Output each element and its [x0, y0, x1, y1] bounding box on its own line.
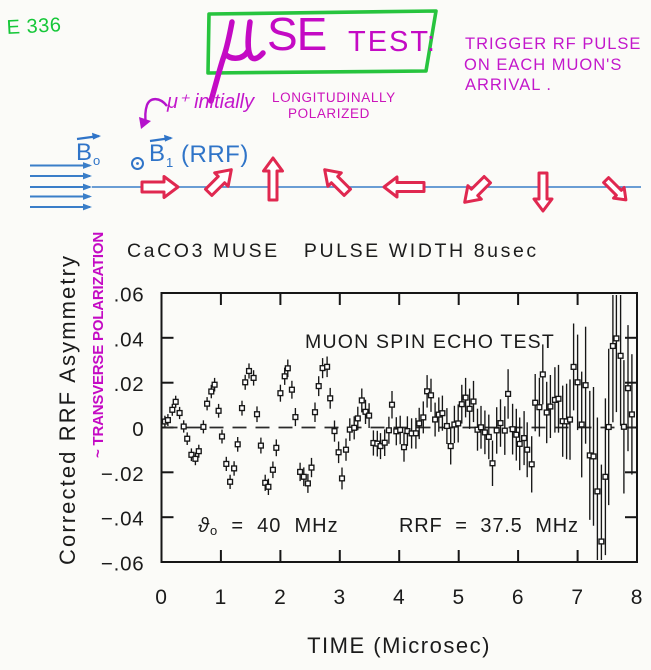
svg-text:3: 3: [334, 586, 346, 609]
svg-text:CaCO3 MUSE PULSE WIDTH 8usec: CaCO3 MUSE PULSE WIDTH 8usec: [127, 240, 539, 262]
svg-text:1: 1: [215, 586, 227, 609]
svg-text:−.04: −.04: [101, 508, 145, 531]
svg-text:B: B: [76, 139, 92, 166]
svg-text:6: 6: [512, 586, 524, 609]
svg-text:E 336: E 336: [6, 14, 62, 39]
svg-text:−.06: −.06: [101, 553, 145, 576]
svg-text:μ⁺ initially: μ⁺ initially: [166, 91, 255, 113]
svg-text:ϑo = 40 MHz: ϑo = 40 MHz: [198, 515, 339, 538]
svg-text:5: 5: [452, 586, 464, 609]
svg-text:ARRIVAL .: ARRIVAL .: [465, 76, 552, 94]
svg-text:POLARIZED: POLARIZED: [288, 106, 370, 121]
svg-text:(RRF): (RRF): [181, 141, 249, 168]
svg-text:8: 8: [631, 586, 643, 609]
svg-text:.04: .04: [114, 328, 145, 351]
svg-text:4: 4: [393, 586, 405, 609]
svg-text:TEST:: TEST:: [348, 26, 437, 58]
svg-text:MUON SPIN ECHO TEST: MUON SPIN ECHO TEST: [305, 331, 555, 353]
svg-text:ON EACH MUON'S: ON EACH MUON'S: [464, 56, 622, 74]
svg-text:o: o: [93, 153, 100, 168]
svg-text:~ TRANSVERSE POLARIZATION: ~ TRANSVERSE POLARIZATION: [90, 232, 107, 458]
svg-text:SE: SE: [267, 8, 326, 60]
svg-text:0: 0: [155, 586, 167, 609]
svg-text:B: B: [149, 140, 165, 167]
svg-text:LONGITUDINALLY: LONGITUDINALLY: [272, 90, 396, 105]
svg-text:Corrected RRF Asymmetry: Corrected RRF Asymmetry: [55, 254, 80, 565]
svg-text:TIME (Microsec): TIME (Microsec): [307, 633, 491, 658]
svg-text:7: 7: [571, 586, 583, 609]
svg-text:RRF = 37.5 MHz: RRF = 37.5 MHz: [399, 515, 579, 537]
svg-text:.06: .06: [114, 284, 145, 307]
svg-text:.02: .02: [114, 373, 145, 396]
svg-text:−.02: −.02: [101, 463, 145, 486]
svg-text:2: 2: [274, 586, 286, 609]
svg-text:TRIGGER RF PULSE: TRIGGER RF PULSE: [465, 35, 641, 53]
svg-text:0: 0: [132, 418, 144, 441]
svg-text:1: 1: [166, 155, 173, 170]
